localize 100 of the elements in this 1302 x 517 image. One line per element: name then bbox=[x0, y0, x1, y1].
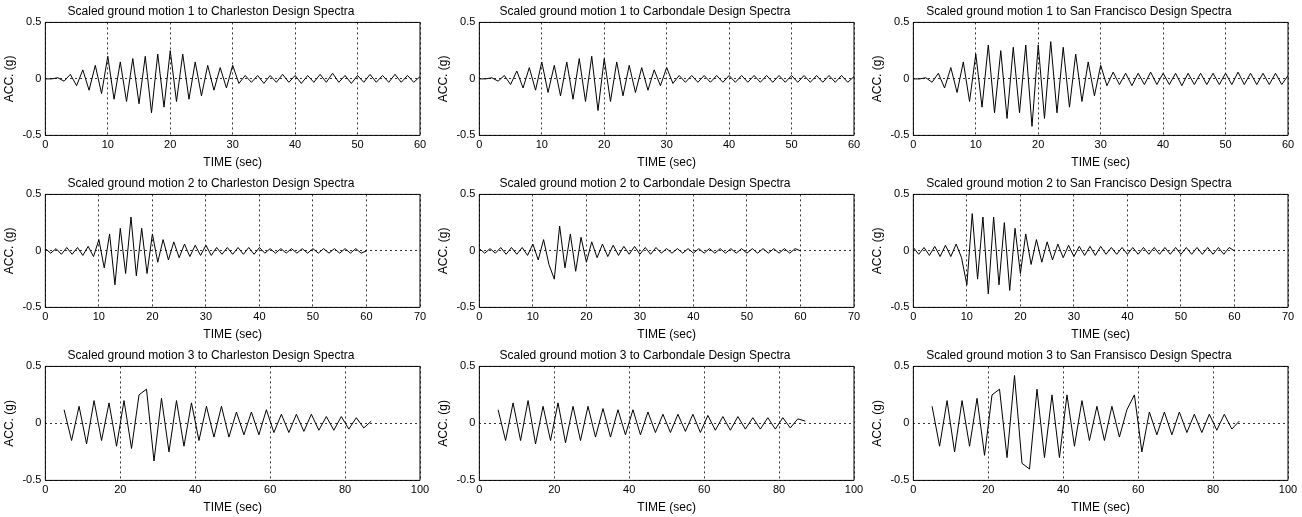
y-tick-label: -0.5 bbox=[456, 128, 476, 141]
y-tick-label: -0.5 bbox=[22, 128, 42, 141]
x-tick-label: 100 bbox=[844, 483, 864, 496]
y-tick-label: 0 bbox=[903, 416, 910, 429]
y-tick-label: 0.5 bbox=[26, 187, 42, 200]
y-tick-label: 0 bbox=[469, 71, 476, 84]
x-tick-label: 60 bbox=[1132, 483, 1145, 496]
x-tick-label: 20 bbox=[146, 310, 159, 323]
x-tick-label: 10 bbox=[969, 138, 982, 151]
x-tick-label: 70 bbox=[1281, 310, 1295, 323]
x-tick-label: 80 bbox=[1206, 483, 1220, 496]
y-tick-label: -0.5 bbox=[890, 300, 910, 313]
x-tick-label: 100 bbox=[1278, 483, 1298, 496]
x-axis-title: TIME (sec) bbox=[203, 500, 263, 515]
x-tick-label: 50 bbox=[306, 310, 320, 323]
x-tick-label: 70 bbox=[413, 310, 427, 323]
y-tick-label: -0.5 bbox=[890, 473, 910, 486]
y-tick-label: 0.5 bbox=[460, 187, 476, 200]
chart-title: Scaled ground motion 2 to Charleston Design Spectra bbox=[67, 175, 355, 190]
y-axis-title: ACC. (g) bbox=[869, 55, 884, 103]
x-tick-label: 20 bbox=[1014, 310, 1027, 323]
x-tick-label: 60 bbox=[360, 310, 373, 323]
x-axis-title: TIME (sec) bbox=[1071, 327, 1131, 342]
x-tick-label: 30 bbox=[1067, 310, 1081, 323]
x-tick-label: 10 bbox=[526, 310, 539, 323]
y-axis-title: ACC. (g) bbox=[1, 400, 16, 447]
y-tick-label: 0 bbox=[469, 243, 476, 256]
x-axis-title: TIME (sec) bbox=[637, 327, 697, 342]
y-tick-label: 0 bbox=[35, 243, 42, 256]
x-tick-label: 30 bbox=[199, 310, 213, 323]
x-tick-label: 40 bbox=[189, 483, 202, 496]
x-axis-title: TIME (sec) bbox=[203, 155, 263, 170]
x-tick-label: 50 bbox=[351, 138, 364, 151]
chart-title: Scaled ground motion 3 to Charleston Design Spectra bbox=[67, 347, 355, 362]
y-tick-label: 0.5 bbox=[460, 15, 476, 28]
x-tick-label: 50 bbox=[1174, 310, 1188, 323]
chart-title: Scaled ground motion 2 to San Francisco Design Spectra bbox=[926, 175, 1233, 190]
y-tick-label: 0.5 bbox=[26, 15, 42, 28]
x-tick-label: 60 bbox=[698, 483, 711, 496]
x-tick-label: 100 bbox=[410, 483, 430, 496]
chart-title: Scaled ground motion 3 to San Fransisco Design Spectra bbox=[926, 347, 1233, 362]
y-tick-label: -0.5 bbox=[890, 128, 910, 141]
x-tick-label: 40 bbox=[722, 138, 736, 151]
y-tick-label: -0.5 bbox=[456, 473, 476, 486]
x-tick-label: 10 bbox=[960, 310, 973, 323]
x-tick-label: 20 bbox=[548, 483, 561, 496]
y-tick-label: 0.5 bbox=[26, 359, 42, 372]
x-tick-label: 60 bbox=[413, 138, 427, 151]
x-tick-label: 60 bbox=[1281, 138, 1295, 151]
y-axis-title: ACC. (g) bbox=[1, 55, 16, 103]
y-tick-label: 0 bbox=[35, 416, 42, 429]
chart-title: Scaled ground motion 3 to Carbondale Design Spectra bbox=[499, 347, 791, 362]
chart-title: Scaled ground motion 1 to Charleston Design Spectra bbox=[67, 3, 355, 18]
x-tick-label: 50 bbox=[740, 310, 754, 323]
x-tick-label: 20 bbox=[598, 138, 611, 151]
x-tick-label: 20 bbox=[114, 483, 127, 496]
x-tick-label: 60 bbox=[847, 138, 861, 151]
y-axis-title: ACC. (g) bbox=[435, 400, 450, 447]
x-tick-label: 10 bbox=[92, 310, 105, 323]
x-tick-label: 30 bbox=[226, 138, 239, 151]
y-tick-label: 0 bbox=[903, 243, 910, 256]
x-tick-label: 70 bbox=[847, 310, 861, 323]
x-tick-label: 50 bbox=[785, 138, 798, 151]
x-tick-label: 40 bbox=[1156, 138, 1170, 151]
x-tick-label: 80 bbox=[338, 483, 352, 496]
x-axis-title: TIME (sec) bbox=[1071, 155, 1131, 170]
x-tick-label: 40 bbox=[623, 483, 636, 496]
x-tick-label: 40 bbox=[1057, 483, 1070, 496]
y-axis-title: ACC. (g) bbox=[869, 227, 884, 275]
x-tick-label: 40 bbox=[1121, 310, 1134, 323]
y-tick-label: 0.5 bbox=[894, 359, 910, 372]
x-axis-title: TIME (sec) bbox=[203, 327, 263, 342]
x-tick-label: 20 bbox=[982, 483, 995, 496]
y-tick-label: -0.5 bbox=[456, 300, 476, 313]
y-tick-label: 0.5 bbox=[894, 187, 910, 200]
x-axis-title: TIME (sec) bbox=[637, 155, 697, 170]
chart-title: Scaled ground motion 1 to Carbondale Design Spectra bbox=[499, 3, 791, 18]
x-tick-label: 30 bbox=[1094, 138, 1107, 151]
x-tick-label: 10 bbox=[535, 138, 548, 151]
y-tick-label: -0.5 bbox=[22, 300, 42, 313]
x-tick-label: 30 bbox=[633, 310, 647, 323]
x-tick-label: 50 bbox=[1219, 138, 1232, 151]
x-tick-label: 60 bbox=[794, 310, 807, 323]
x-tick-label: 20 bbox=[1032, 138, 1045, 151]
x-tick-label: 40 bbox=[253, 310, 266, 323]
chart-title: Scaled ground motion 2 to Carbondale Design Spectra bbox=[499, 175, 791, 190]
y-axis-title: ACC. (g) bbox=[435, 55, 450, 103]
x-tick-label: 40 bbox=[288, 138, 302, 151]
x-axis-title: TIME (sec) bbox=[637, 500, 697, 515]
x-axis-title: TIME (sec) bbox=[1071, 500, 1131, 515]
y-tick-label: 0 bbox=[469, 416, 476, 429]
x-tick-label: 10 bbox=[101, 138, 114, 151]
x-tick-label: 40 bbox=[687, 310, 700, 323]
y-axis-title: ACC. (g) bbox=[435, 227, 450, 275]
y-axis-title: ACC. (g) bbox=[869, 400, 884, 447]
x-tick-label: 60 bbox=[264, 483, 277, 496]
chart-title: Scaled ground motion 1 to San Francisco Design Spectra bbox=[926, 3, 1233, 18]
y-axis-title: ACC. (g) bbox=[1, 227, 16, 275]
x-tick-label: 30 bbox=[660, 138, 673, 151]
x-tick-label: 20 bbox=[164, 138, 177, 151]
